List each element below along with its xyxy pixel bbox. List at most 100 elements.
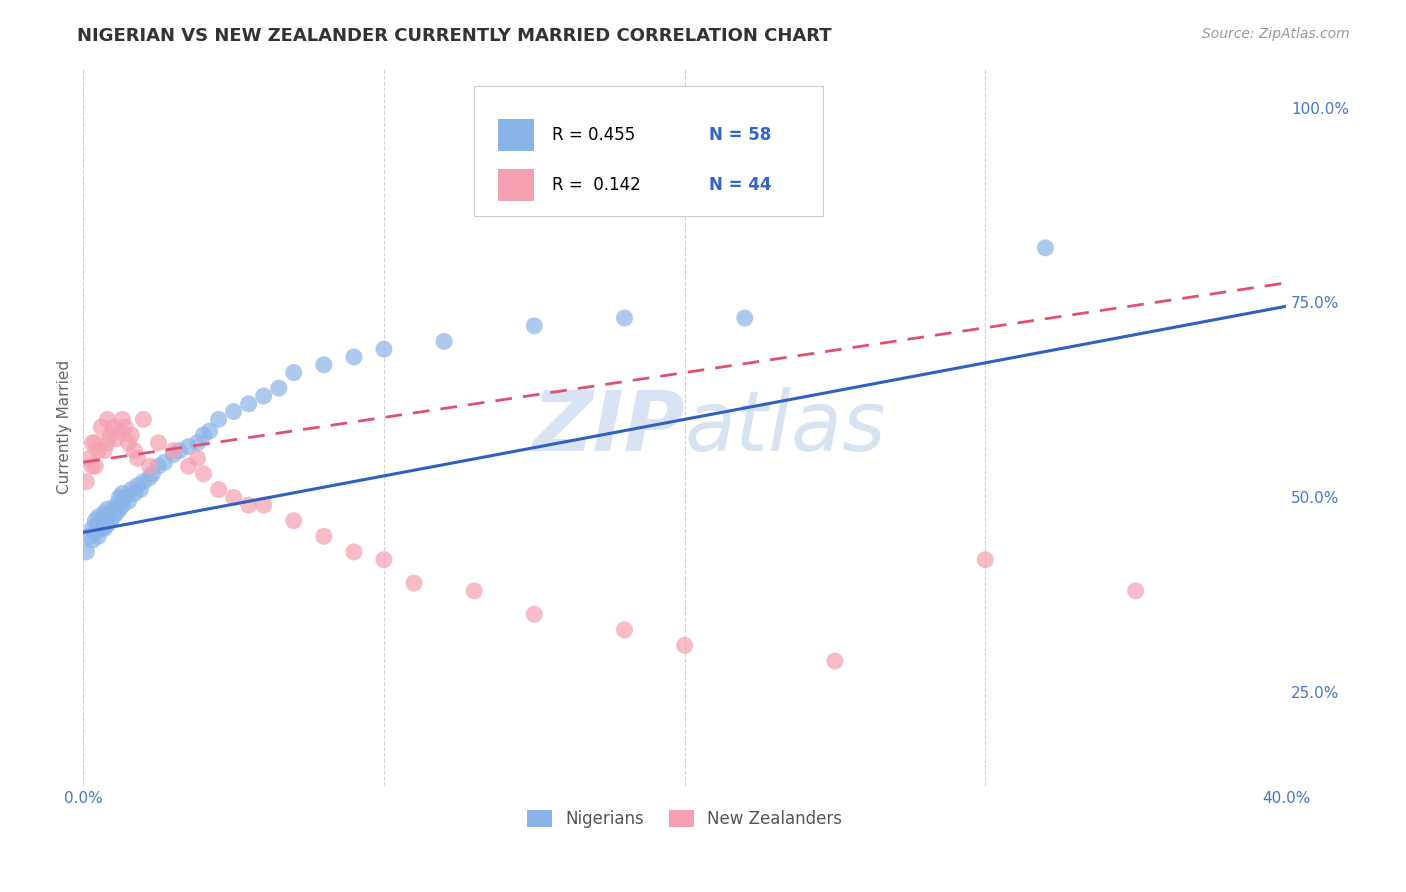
Point — [127, 451, 149, 466]
Point — [96, 435, 118, 450]
Text: atlas: atlas — [685, 386, 886, 467]
Bar — [498, 169, 534, 202]
Point — [82, 435, 104, 450]
Point — [523, 607, 546, 622]
Point — [734, 311, 756, 326]
Point — [84, 435, 107, 450]
Point — [98, 506, 121, 520]
Point — [162, 447, 184, 461]
Point — [111, 412, 134, 426]
Point — [343, 545, 366, 559]
Point — [108, 424, 131, 438]
Point — [108, 502, 131, 516]
Point — [253, 389, 276, 403]
Point — [402, 576, 425, 591]
Text: R = 0.455: R = 0.455 — [553, 126, 636, 144]
Point — [463, 583, 485, 598]
Point — [193, 467, 215, 481]
Point — [120, 483, 142, 497]
Point — [267, 381, 290, 395]
Point — [105, 432, 128, 446]
Point — [75, 545, 97, 559]
Point — [111, 498, 134, 512]
Point — [129, 483, 152, 497]
Point — [93, 521, 115, 535]
Point — [177, 459, 200, 474]
Text: R =  0.142: R = 0.142 — [553, 176, 641, 194]
Point — [373, 552, 395, 566]
FancyBboxPatch shape — [474, 87, 823, 216]
Text: N = 58: N = 58 — [709, 126, 770, 144]
Point — [193, 428, 215, 442]
Point — [108, 491, 131, 505]
Text: Source: ZipAtlas.com: Source: ZipAtlas.com — [1202, 27, 1350, 41]
Point — [238, 498, 260, 512]
Point — [148, 435, 170, 450]
Point — [153, 455, 176, 469]
Point — [87, 443, 110, 458]
Point — [84, 459, 107, 474]
Point — [96, 509, 118, 524]
Point — [93, 509, 115, 524]
Point — [87, 529, 110, 543]
Text: ZIP: ZIP — [531, 386, 685, 467]
Point — [162, 443, 184, 458]
Point — [93, 443, 115, 458]
Y-axis label: Currently Married: Currently Married — [58, 360, 72, 494]
Legend: Nigerians, New Zealanders: Nigerians, New Zealanders — [520, 804, 849, 835]
Point — [198, 424, 221, 438]
Point — [79, 451, 101, 466]
Point — [132, 475, 155, 489]
Point — [613, 623, 636, 637]
Point — [90, 420, 112, 434]
Point — [79, 529, 101, 543]
Point — [96, 517, 118, 532]
Point — [207, 483, 229, 497]
Point — [124, 443, 146, 458]
Point — [283, 366, 305, 380]
Point — [114, 491, 136, 505]
Point — [312, 529, 335, 543]
Point — [138, 459, 160, 474]
Point — [90, 514, 112, 528]
Point — [1125, 583, 1147, 598]
Point — [207, 412, 229, 426]
Point — [824, 654, 846, 668]
Point — [1035, 241, 1057, 255]
Point — [343, 350, 366, 364]
Point — [148, 459, 170, 474]
Point — [82, 459, 104, 474]
Point — [105, 498, 128, 512]
Point — [177, 440, 200, 454]
Point — [238, 397, 260, 411]
Point — [312, 358, 335, 372]
Point — [141, 467, 163, 481]
Point — [105, 506, 128, 520]
Bar — [498, 119, 534, 151]
Point — [75, 475, 97, 489]
Point — [187, 451, 209, 466]
Point — [98, 514, 121, 528]
Point — [96, 502, 118, 516]
Point — [132, 412, 155, 426]
Point — [82, 521, 104, 535]
Point — [103, 420, 125, 434]
Point — [974, 552, 997, 566]
Point — [169, 443, 191, 458]
Point — [87, 509, 110, 524]
Point — [283, 514, 305, 528]
Point — [222, 404, 245, 418]
Point — [120, 428, 142, 442]
Text: NIGERIAN VS NEW ZEALANDER CURRENTLY MARRIED CORRELATION CHART: NIGERIAN VS NEW ZEALANDER CURRENTLY MARR… — [77, 27, 832, 45]
Point — [187, 435, 209, 450]
Point — [373, 342, 395, 356]
Point — [117, 494, 139, 508]
Point — [124, 486, 146, 500]
Point — [84, 514, 107, 528]
Text: N = 44: N = 44 — [709, 176, 770, 194]
Point — [98, 428, 121, 442]
Point — [673, 639, 696, 653]
Point — [222, 491, 245, 505]
Point — [433, 334, 456, 349]
Point — [253, 498, 276, 512]
